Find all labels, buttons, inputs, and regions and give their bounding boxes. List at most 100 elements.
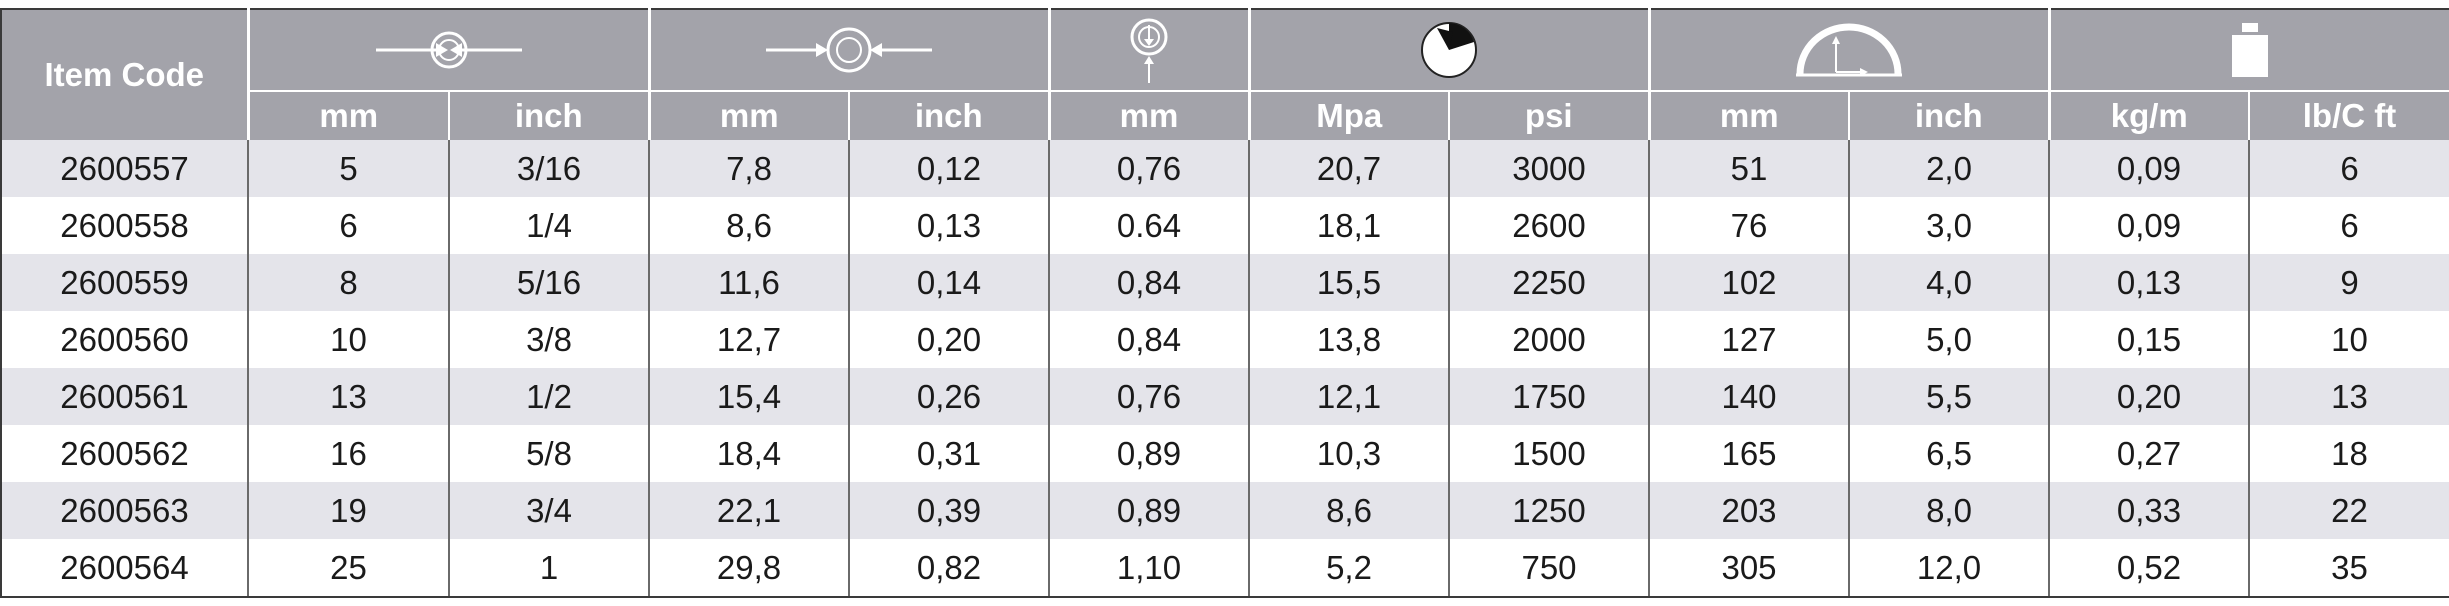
- table-cell: 15,4: [648, 368, 849, 425]
- table-cell: 0,15: [2048, 311, 2249, 368]
- table-cell: 0,27: [2048, 425, 2249, 482]
- table-cell: 10: [2248, 311, 2449, 368]
- table-row: 2600561 13 1/2 15,4 0,26 0,76 12,1 1750 …: [0, 368, 2449, 425]
- header-icon-row: Item Code: [0, 8, 2449, 140]
- table-cell: 0,82: [848, 539, 1049, 598]
- inner-diameter-header: [246, 8, 649, 92]
- unit-header: mm: [1047, 91, 1249, 140]
- table-cell: 2250: [1448, 254, 1649, 311]
- table-cell: 19: [247, 482, 449, 539]
- table-cell: 305: [1648, 539, 1849, 598]
- table-cell: 0.64: [1048, 197, 1249, 254]
- item-code-cell: 2600558: [0, 197, 248, 254]
- table-cell: 15,5: [1248, 254, 1449, 311]
- table-cell: 2000: [1448, 311, 1649, 368]
- table-row: 2600564 25 1 29,8 0,82 1,10 5,2 750 305 …: [0, 539, 2449, 598]
- table-cell: 5,2: [1248, 539, 1449, 598]
- table-cell: 3,0: [1848, 197, 2049, 254]
- table-row: 2600558 6 1/4 8,6 0,13 0.64 18,1 2600 76…: [0, 197, 2449, 254]
- unit-header: kg/m: [2047, 91, 2249, 140]
- unit-header: psi: [1448, 91, 1649, 140]
- item-code-cell: 2600560: [0, 311, 248, 368]
- table-cell: 18,1: [1248, 197, 1449, 254]
- table-cell: 6: [2248, 197, 2449, 254]
- bend-radius-header: [1647, 8, 2049, 92]
- working-pressure-header: [1247, 8, 1649, 92]
- item-code-header: Item Code: [0, 8, 250, 140]
- table-cell: 0,09: [2048, 197, 2249, 254]
- unit-header: inch: [1848, 91, 2049, 140]
- table-cell: 3/4: [448, 482, 649, 539]
- table-cell: 3/8: [448, 311, 649, 368]
- table-row: 2600557 5 3/16 7,8 0,12 0,76 20,7 3000 5…: [0, 140, 2449, 197]
- table-cell: 11,6: [648, 254, 849, 311]
- table-cell: 9: [2248, 254, 2449, 311]
- table-cell: 0,52: [2048, 539, 2249, 598]
- table-row: 2600562 16 5/8 18,4 0,31 0,89 10,3 1500 …: [0, 425, 2449, 482]
- table-cell: 0,09: [2048, 140, 2249, 197]
- table-cell: 1250: [1448, 482, 1649, 539]
- table-body: 2600557 5 3/16 7,8 0,12 0,76 20,7 3000 5…: [0, 140, 2449, 598]
- table-cell: 0,13: [2048, 254, 2249, 311]
- table-cell: 0,33: [2048, 482, 2249, 539]
- table-cell: 20,7: [1248, 140, 1449, 197]
- table-cell: 1,10: [1048, 539, 1249, 598]
- outer-diameter-icon: [766, 27, 932, 73]
- table-cell: 18,4: [648, 425, 849, 482]
- table-cell: 5: [247, 140, 449, 197]
- table-cell: 102: [1648, 254, 1849, 311]
- table-cell: 12,0: [1848, 539, 2049, 598]
- table-cell: 4,0: [1848, 254, 2049, 311]
- table-cell: 165: [1648, 425, 1849, 482]
- table-cell: 13: [2248, 368, 2449, 425]
- table-cell: 18: [2248, 425, 2449, 482]
- unit-header: Mpa: [1247, 91, 1449, 140]
- table-row: 2600560 10 3/8 12,7 0,20 0,84 13,8 2000 …: [0, 311, 2449, 368]
- table-cell: 10,3: [1248, 425, 1449, 482]
- item-code-cell: 2600561: [0, 368, 248, 425]
- table-cell: 8,6: [1248, 482, 1449, 539]
- unit-header: lb/C ft: [2248, 91, 2449, 140]
- table-cell: 5,5: [1848, 368, 2049, 425]
- unit-header: mm: [246, 91, 449, 140]
- table-cell: 12,7: [648, 311, 849, 368]
- table-cell: 7,8: [648, 140, 849, 197]
- table-cell: 12,1: [1248, 368, 1449, 425]
- table-cell: 127: [1648, 311, 1849, 368]
- table-cell: 5/8: [448, 425, 649, 482]
- table-cell: 13: [247, 368, 449, 425]
- table-row: 2600559 8 5/16 11,6 0,14 0,84 15,5 2250 …: [0, 254, 2449, 311]
- table-cell: 5,0: [1848, 311, 2049, 368]
- table-cell: 22,1: [648, 482, 849, 539]
- item-code-cell: 2600564: [0, 539, 248, 598]
- table-cell: 3/16: [448, 140, 649, 197]
- table-cell: 76: [1648, 197, 1849, 254]
- table-cell: 35: [2248, 539, 2449, 598]
- table-cell: 8,6: [648, 197, 849, 254]
- table-cell: 750: [1448, 539, 1649, 598]
- spec-table-container: Item Code: [0, 8, 2449, 598]
- table-cell: 0,89: [1048, 482, 1249, 539]
- table-cell: 0,76: [1048, 140, 1249, 197]
- inner-diameter-icon: [375, 31, 522, 69]
- weight-icon: [2231, 23, 2268, 77]
- bend-radius-icon: [1796, 23, 1902, 77]
- item-code-cell: 2600563: [0, 482, 248, 539]
- unit-header: mm: [647, 91, 849, 140]
- outer-diameter-header: [647, 8, 1049, 92]
- table-cell: 2,0: [1848, 140, 2049, 197]
- table-cell: 8: [247, 254, 449, 311]
- table-cell: 140: [1648, 368, 1849, 425]
- table-cell: 0,20: [848, 311, 1049, 368]
- unit-header: inch: [848, 91, 1049, 140]
- table-cell: 0,13: [848, 197, 1049, 254]
- table-cell: 16: [247, 425, 449, 482]
- weight-header: [2047, 8, 2449, 92]
- table-row: 2600563 19 3/4 22,1 0,39 0,89 8,6 1250 2…: [0, 482, 2449, 539]
- table-cell: 6,5: [1848, 425, 2049, 482]
- table-cell: 1/4: [448, 197, 649, 254]
- table-cell: 0,14: [848, 254, 1049, 311]
- wall-thickness-header: [1047, 8, 1249, 92]
- table-cell: 51: [1648, 140, 1849, 197]
- item-code-cell: 2600559: [0, 254, 248, 311]
